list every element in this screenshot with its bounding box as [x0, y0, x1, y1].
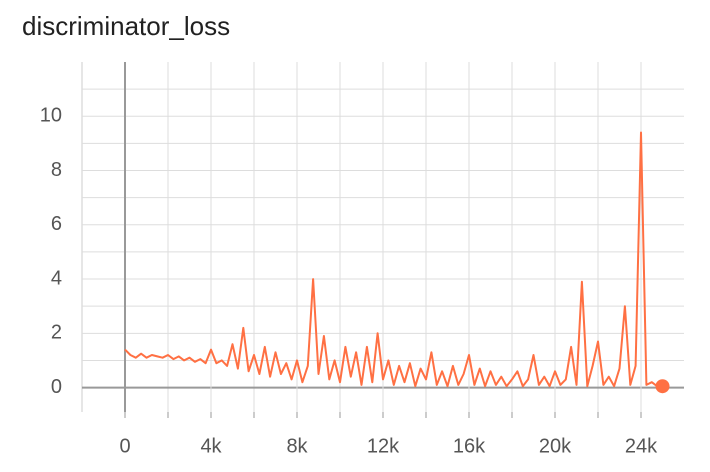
end-point	[655, 379, 670, 394]
x-tick-label: 16k	[453, 435, 486, 457]
y-tick-label: 8	[51, 159, 62, 181]
y-tick-label: 2	[51, 322, 62, 344]
x-tick-label: 8k	[286, 435, 308, 457]
loss-line	[124, 131, 663, 388]
x-tick-label: 24k	[625, 435, 658, 457]
y-tick-label: 6	[51, 213, 62, 235]
x-tick-label: 4k	[200, 435, 222, 457]
y-tick-label: 10	[40, 105, 62, 127]
x-tick-label: 0	[119, 435, 130, 457]
x-tick-label: 20k	[539, 435, 572, 457]
y-tick-label: 0	[51, 376, 62, 398]
y-tick-label: 4	[51, 267, 62, 289]
x-tick-label: 12k	[367, 435, 400, 457]
chart-title: discriminator_loss	[22, 11, 230, 41]
